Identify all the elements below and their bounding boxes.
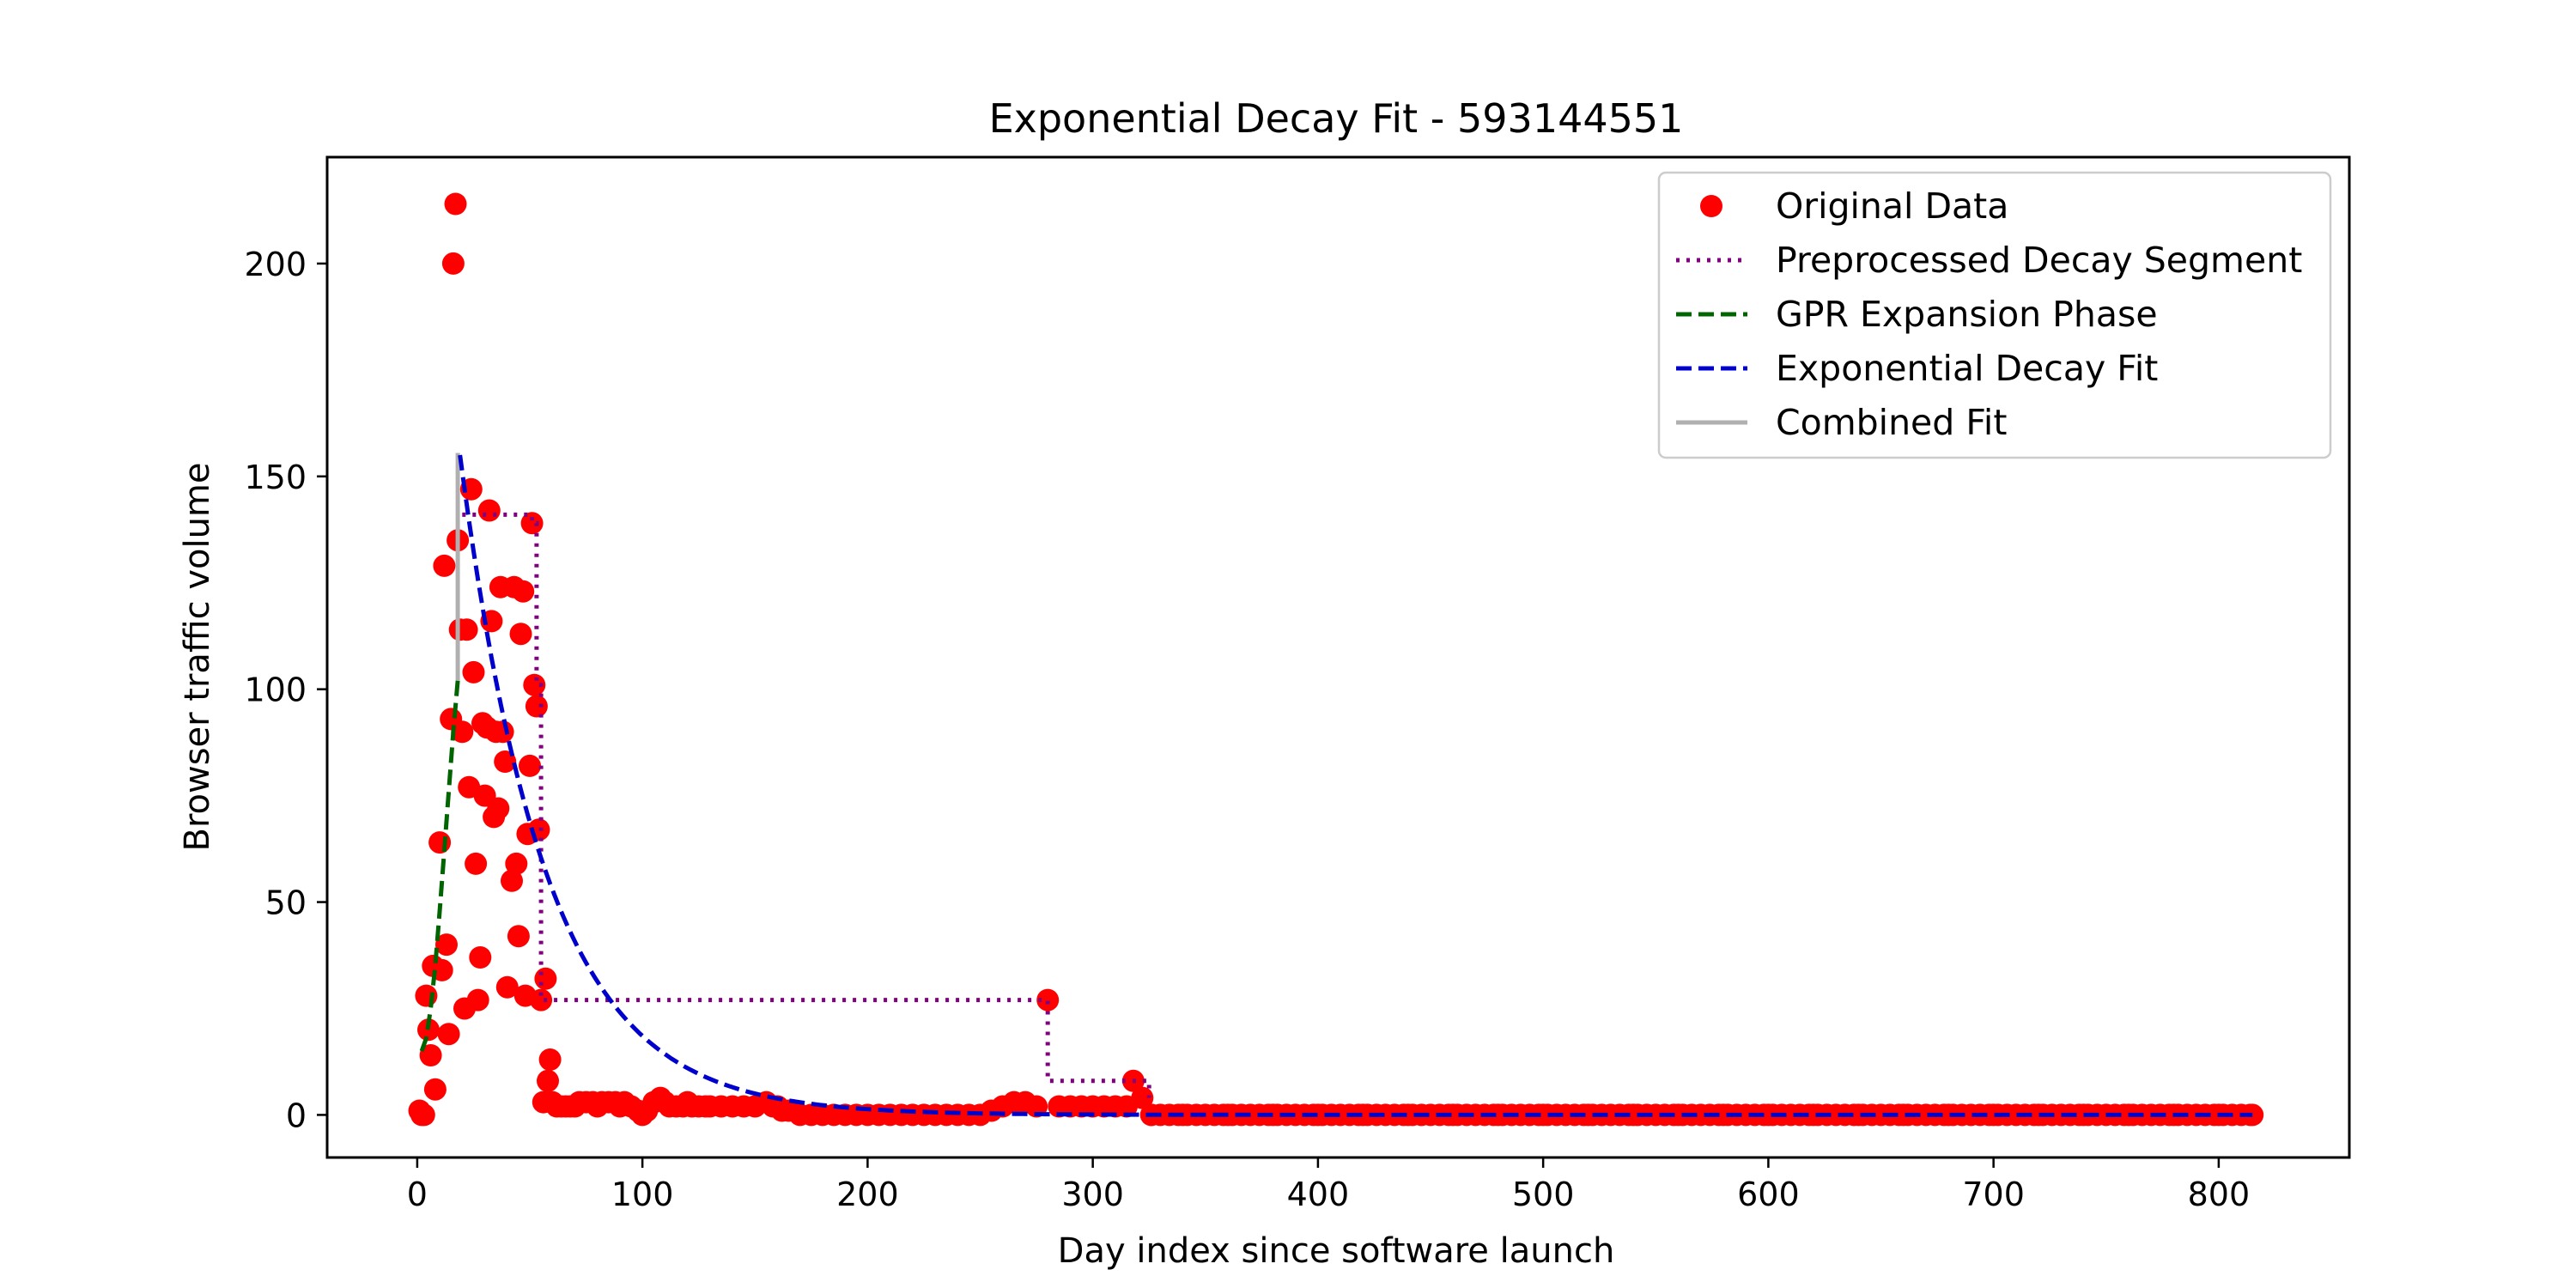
original-data-point (491, 720, 514, 744)
combined-fit-line (455, 453, 460, 681)
original-data-point (525, 695, 548, 718)
original-data-point (441, 252, 465, 275)
x-tick-label: 400 (1287, 1176, 1350, 1213)
legend-entry-combined: Combined Fit (1676, 402, 2007, 443)
original-data-point (423, 1078, 447, 1101)
plot-frame (325, 155, 2351, 1159)
original-data-point (520, 512, 544, 535)
original-data-point (477, 499, 501, 522)
original-data-point (530, 988, 553, 1012)
legend-label: Preprocessed Decay Segment (1776, 240, 2302, 281)
original-data-point (466, 988, 489, 1012)
original-data-point (505, 852, 528, 875)
original-data-point (501, 869, 523, 892)
x-tick-label: 600 (1737, 1176, 1800, 1213)
original-data-point (465, 852, 488, 875)
original-data-point (538, 1048, 562, 1071)
legend-label: Exponential Decay Fit (1776, 348, 2158, 389)
original-data-point (437, 1023, 460, 1046)
y-axis-label: Browser traffic volume (178, 462, 217, 851)
x-tick-label: 100 (611, 1176, 674, 1213)
original-data-point (435, 933, 458, 957)
original-data-point (455, 618, 478, 641)
original-data-point (512, 580, 535, 603)
original-data-point (433, 554, 456, 577)
x-tick-label: 500 (1512, 1176, 1575, 1213)
gpr-expansion-phase-line (419, 680, 460, 1052)
original-data-point (534, 967, 557, 990)
legend: Original Data Preprocessed Decay Segment G… (1657, 171, 2332, 459)
x-tick-label: 200 (836, 1176, 899, 1213)
preprocessed-decay-segment-line (462, 512, 1151, 1098)
y-axis: 0 50 100 150 200 (244, 246, 327, 1134)
legend-label: Combined Fit (1776, 402, 2007, 443)
x-axis: 0 100 200 300 400 500 600 700 800 (407, 1157, 2250, 1213)
y-tick-label: 50 (265, 884, 307, 922)
original-data-point (444, 192, 467, 216)
plot-series (408, 192, 2264, 1127)
legend-entry-original: Original Data (1700, 185, 2008, 227)
original-data-point (462, 660, 485, 683)
original-data-point (469, 946, 492, 969)
exponential-decay-fit-line (458, 454, 2253, 1117)
x-tick-label: 800 (2188, 1176, 2251, 1213)
original-data-point (1036, 988, 1060, 1012)
legend-frame (1657, 171, 2332, 459)
y-tick-label: 150 (244, 459, 307, 496)
y-tick-label: 100 (244, 671, 307, 709)
chart-title: Exponential Decay Fit - 593144551 (989, 95, 1684, 142)
original-data-point (428, 831, 452, 854)
legend-entry-preprocessed: Preprocessed Decay Segment (1676, 240, 2302, 281)
original-data-point (430, 958, 453, 981)
original-data-point (1025, 1095, 1048, 1118)
original-data-point (507, 925, 530, 948)
legend-entry-decay: Exponential Decay Fit (1676, 348, 2158, 389)
x-tick-label: 700 (1962, 1176, 2025, 1213)
x-tick-label: 0 (407, 1176, 428, 1213)
original-data-point (487, 797, 510, 820)
y-tick-label: 200 (244, 246, 307, 283)
original-data-point (451, 720, 474, 744)
original-data-point (412, 1103, 435, 1127)
original-data-point (523, 673, 546, 696)
legend-label: GPR Expansion Phase (1776, 294, 2158, 335)
y-tick-label: 0 (286, 1097, 307, 1134)
original-data-point (419, 1044, 442, 1066)
original-data-point (519, 754, 541, 777)
original-data-point (417, 1018, 440, 1042)
legend-entry-gpr: GPR Expansion Phase (1676, 294, 2158, 335)
original-data-point (509, 623, 532, 646)
x-tick-label: 300 (1061, 1176, 1124, 1213)
legend-label: Original Data (1776, 185, 2008, 227)
original-data-point (1131, 1086, 1154, 1109)
original-data-point (495, 975, 519, 999)
original-data-point (537, 1069, 559, 1092)
legend-marker (1700, 195, 1722, 217)
x-axis-label: Day index since software launch (1058, 1231, 1615, 1271)
